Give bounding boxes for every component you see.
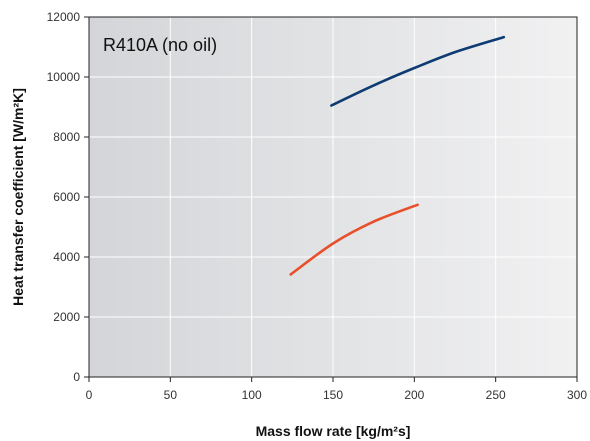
series-line-2 bbox=[289, 203, 419, 276]
y-tick-label: 6000 bbox=[53, 190, 80, 204]
grid bbox=[89, 17, 577, 377]
series-line-1 bbox=[330, 35, 506, 107]
series-layer bbox=[289, 35, 506, 276]
y-tick-label: 12000 bbox=[47, 10, 81, 24]
y-tick-label: 4000 bbox=[53, 250, 80, 264]
y-tick-label: 0 bbox=[73, 370, 80, 384]
x-axis-title: Mass flow rate [kg/m²s] bbox=[256, 423, 411, 439]
y-tick-label: 2000 bbox=[53, 310, 80, 324]
y-tick-label: 8000 bbox=[53, 130, 80, 144]
tick-layer: 0 50 100 150 200 250 300 0 2000 4000 6000 8000 10000… bbox=[47, 10, 588, 402]
x-tick-label: 100 bbox=[242, 388, 262, 402]
y-axis-title: Heat transfer coefficient [W/m²K] bbox=[10, 88, 26, 306]
x-tick-label: 50 bbox=[164, 388, 178, 402]
y-tick-label: 10000 bbox=[47, 70, 81, 84]
x-tick-label: 250 bbox=[486, 388, 506, 402]
x-tick-label: 300 bbox=[567, 388, 587, 402]
chart-title: R410A (no oil) bbox=[103, 35, 217, 55]
x-tick-label: 150 bbox=[323, 388, 343, 402]
x-tick-label: 200 bbox=[404, 388, 424, 402]
x-tick-label: 0 bbox=[86, 388, 93, 402]
